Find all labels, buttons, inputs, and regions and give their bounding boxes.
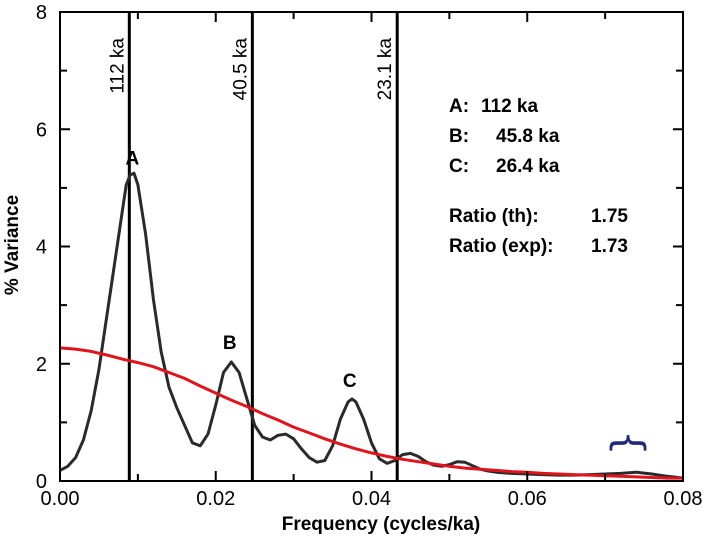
y-tick-label: 6	[36, 119, 47, 141]
annotation-key-3: C:	[449, 156, 469, 177]
annotation-key-4: Ratio (th):	[449, 206, 539, 227]
chart-text: 112 ka 40.5 ka 23.1 ka 0.00 0.02 0.04 0.06 0.08…	[36, 2, 703, 510]
plot-frame	[59, 11, 684, 482]
y-tick-label: 0	[36, 471, 47, 493]
annotation-value-4: 1.75	[591, 206, 628, 227]
y-tick-label: 2	[36, 354, 47, 376]
y-tick-label: 4	[36, 237, 47, 259]
x-tick-label: 0.08	[664, 488, 703, 510]
x-tick-label: 0.02	[196, 488, 235, 510]
annotation-value-3: 26.4 ka	[496, 156, 560, 177]
peak-label-a: A	[126, 148, 140, 169]
x-tick-label: 0.04	[352, 488, 391, 510]
axes	[59, 11, 684, 482]
bracket-annotation: }	[604, 430, 650, 455]
annotation-key-5: Ratio (exp):	[449, 236, 554, 257]
y-axis-title: % Variance	[2, 195, 23, 295]
peak-label-c: C	[343, 371, 357, 392]
annotation-key-2: B:	[449, 126, 469, 147]
series-line-2	[59, 346, 683, 480]
period-label-1: 112 ka	[107, 38, 128, 94]
annotation-value-5: 1.73	[591, 236, 628, 257]
annotation-value-1: 112 ka	[481, 96, 538, 117]
y-tick-label: 8	[36, 2, 47, 24]
period-label-3: 23.1 ka	[375, 38, 396, 101]
annotation-key-1: A:	[449, 96, 469, 117]
period-label-2: 40.5 ka	[230, 38, 251, 101]
x-tick-label: 0.00	[41, 488, 80, 510]
x-axis-title: Frequency (cycles/ka)	[282, 514, 481, 535]
peak-label-b: B	[223, 333, 237, 354]
vertical-period-lines	[127, 12, 399, 481]
series-line-1	[59, 171, 684, 480]
annotation-value-2: 45.8 ka	[496, 126, 560, 147]
series-layer	[59, 171, 684, 480]
x-tick-label: 0.06	[508, 488, 547, 510]
